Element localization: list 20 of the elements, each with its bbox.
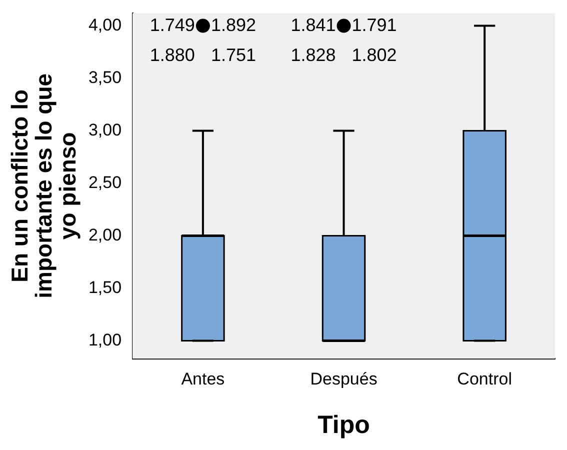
annotation: 1.880: [150, 44, 195, 65]
annotation: 1.802: [352, 44, 397, 65]
y-tick-label: 2,50: [88, 172, 122, 192]
annotation: 1.791: [352, 14, 397, 35]
x-tick-label: Control: [457, 369, 512, 388]
annotation: 1.841: [290, 14, 336, 35]
y-tick-label: 1,50: [88, 278, 122, 297]
y-tick-label: 4,00: [88, 15, 122, 34]
y-axis-title: En un conflicto lo importante es lo que yo pienso: [6, 73, 81, 298]
y-tick-label: 1,00: [88, 330, 122, 350]
x-tick-label: Después: [310, 369, 378, 388]
y-tick-label: 2,00: [88, 225, 122, 244]
y-tick-label: 3,00: [88, 120, 122, 140]
y-tick-label: 3,50: [88, 68, 122, 87]
annotation: 1.828: [290, 44, 336, 65]
annotation: 1.751: [210, 44, 256, 65]
x-axis-title: Tipo: [318, 410, 370, 439]
annotation: 1.749: [150, 14, 195, 35]
annotation: 1.892: [210, 14, 256, 35]
x-tick-label: Antes: [181, 369, 225, 388]
